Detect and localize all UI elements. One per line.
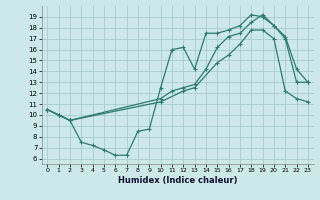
- X-axis label: Humidex (Indice chaleur): Humidex (Indice chaleur): [118, 176, 237, 185]
